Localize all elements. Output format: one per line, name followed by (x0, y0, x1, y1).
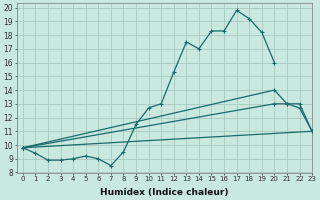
X-axis label: Humidex (Indice chaleur): Humidex (Indice chaleur) (100, 188, 228, 197)
